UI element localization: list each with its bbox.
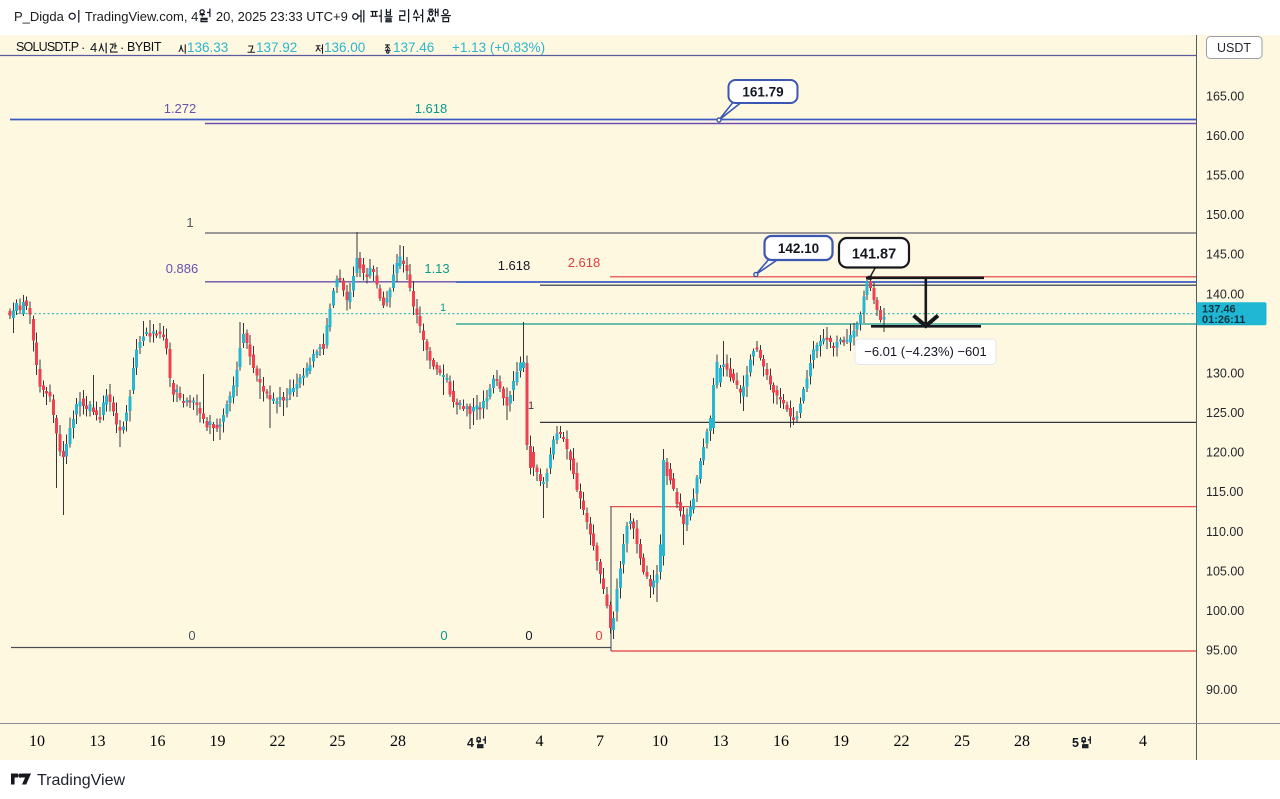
svg-text:1.618: 1.618 [498,258,531,273]
svg-text:0.886: 0.886 [166,261,199,276]
svg-text:28: 28 [1014,733,1030,750]
svg-text:25: 25 [330,733,346,750]
svg-text:01:26:11: 01:26:11 [1202,314,1245,326]
svg-text:1.618: 1.618 [415,101,448,116]
svg-text:13: 13 [90,733,106,750]
svg-text:110.00: 110.00 [1206,525,1243,539]
svg-text:155.00: 155.00 [1206,169,1244,183]
svg-text:−6.01 (−4.23%) −601: −6.01 (−4.23%) −601 [864,344,987,359]
svg-text:USDT: USDT [1217,41,1251,55]
svg-text:16: 16 [773,733,789,750]
svg-text:1: 1 [186,215,193,230]
svg-text:100.00: 100.00 [1206,604,1244,618]
svg-text:1: 1 [528,400,534,412]
svg-text:22: 22 [894,733,910,750]
svg-text:141.87: 141.87 [852,247,896,263]
svg-text:1: 1 [440,302,446,314]
svg-text:0: 0 [595,628,602,643]
svg-text:25: 25 [954,733,970,750]
svg-text:165.00: 165.00 [1206,89,1244,103]
svg-text:137.46: 137.46 [1202,304,1236,316]
svg-text:0: 0 [188,628,195,643]
svg-text:13: 13 [713,733,729,750]
svg-text:5: 5 [1072,736,1079,750]
svg-text:0: 0 [440,628,447,643]
svg-text:145.00: 145.00 [1206,248,1244,262]
svg-text:150.00: 150.00 [1206,208,1244,222]
svg-text:1.272: 1.272 [164,101,197,116]
svg-text:95.00: 95.00 [1206,644,1237,658]
svg-text:28: 28 [390,733,406,750]
svg-text:125.00: 125.00 [1206,406,1244,420]
svg-text:19: 19 [210,733,226,750]
svg-text:2.618: 2.618 [568,255,601,270]
svg-text:7: 7 [596,733,604,750]
svg-text:161.79: 161.79 [742,85,783,100]
svg-text:140.00: 140.00 [1206,287,1244,301]
svg-text:105.00: 105.00 [1206,564,1244,578]
svg-text:90.00: 90.00 [1206,683,1237,697]
svg-text:19: 19 [833,733,849,750]
svg-text:4: 4 [467,736,474,750]
svg-text:160.00: 160.00 [1206,129,1244,143]
svg-text:10: 10 [652,733,668,750]
svg-text:0: 0 [525,628,532,643]
svg-text:10: 10 [29,733,45,750]
svg-text:130.00: 130.00 [1206,367,1244,381]
svg-text:115.00: 115.00 [1206,485,1243,499]
svg-text:120.00: 120.00 [1206,446,1244,460]
svg-text:4: 4 [536,733,544,750]
svg-text:4: 4 [1139,733,1147,750]
svg-text:TradingView: TradingView [37,772,125,789]
svg-text:142.10: 142.10 [778,241,819,256]
svg-text:1.13: 1.13 [424,261,449,276]
svg-text:16: 16 [150,733,166,750]
svg-text:22: 22 [270,733,286,750]
